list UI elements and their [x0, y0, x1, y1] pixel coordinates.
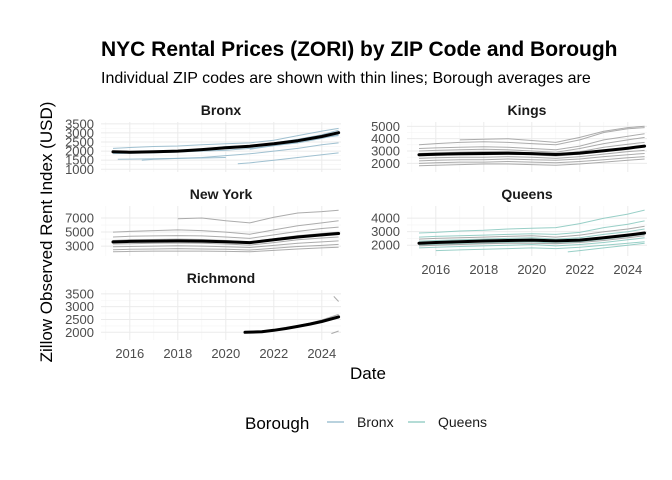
x-tick-label: 2022	[259, 346, 288, 361]
x-axis-title: Date	[350, 364, 386, 383]
zip-series-line	[418, 136, 645, 153]
panel-strip-label: Queens	[501, 186, 553, 202]
zip-series-line	[117, 157, 226, 160]
panel-strip-label: Bronx	[201, 102, 242, 118]
x-tick-label: 2024	[613, 262, 642, 277]
zip-series-line	[331, 330, 339, 335]
panel-strip-label: New York	[190, 186, 253, 202]
y-tick-label: 4000	[371, 131, 400, 146]
x-tick-label: 2020	[211, 346, 240, 361]
y-axis-title: Zillow Observed Rent Index (USD)	[37, 102, 56, 363]
y-tick-label: 2000	[65, 144, 94, 159]
x-tick-label: 2016	[421, 262, 450, 277]
y-tick-label: 3000	[371, 144, 400, 159]
zip-series-line	[418, 149, 645, 159]
y-tick-label: 2000	[371, 156, 400, 171]
zip-series-line	[112, 226, 339, 239]
x-tick-label: 2022	[565, 262, 594, 277]
y-tick-label: 7000	[65, 210, 94, 225]
zip-series-line	[112, 246, 339, 253]
y-tick-label: 2000	[371, 238, 400, 253]
borough-average-line	[417, 231, 647, 245]
zip-series-line	[418, 127, 645, 146]
legend-label-bronx: Bronx	[357, 414, 394, 430]
zip-series-line	[237, 152, 339, 165]
x-tick-label: 2020	[517, 262, 546, 277]
chart-title: NYC Rental Prices (ZORI) by ZIP Code and…	[101, 38, 618, 61]
y-tick-label: 4000	[371, 211, 400, 226]
y-tick-label: 5000	[65, 225, 94, 240]
zip-series-line	[418, 133, 645, 151]
panel-strip-label: Richmond	[187, 270, 255, 286]
zip-series-line	[112, 220, 339, 235]
y-tick-label: 3000	[65, 125, 94, 140]
y-tick-label: 3000	[65, 239, 94, 254]
y-tick-label: 2500	[65, 135, 94, 150]
x-tick-label: 2018	[469, 262, 498, 277]
legend-title: Borough	[245, 414, 309, 433]
zip-series-line	[418, 228, 645, 242]
y-tick-label: 3000	[371, 224, 400, 239]
zip-series-line	[418, 225, 645, 240]
borough-average-line	[111, 232, 341, 245]
y-tick-label: 1500	[65, 153, 94, 168]
borough-average-line	[417, 144, 647, 157]
panel-strip-label: Kings	[508, 102, 547, 118]
y-tick-label: 3000	[65, 299, 94, 314]
zip-series-line	[177, 209, 339, 224]
zip-series-line	[112, 236, 339, 246]
zip-series-line	[418, 153, 645, 162]
borough-average-line	[243, 315, 341, 334]
borough-average-line	[111, 131, 341, 154]
y-tick-label: 1000	[65, 162, 94, 177]
chart-subtitle: Individual ZIP codes are shown with thin…	[101, 70, 591, 87]
x-tick-label: 2018	[163, 346, 192, 361]
zip-series-line	[459, 125, 645, 143]
zip-series-line	[112, 240, 339, 249]
zip-series-line	[333, 296, 339, 302]
y-tick-label: 3500	[65, 286, 94, 301]
zip-series-line	[244, 313, 339, 333]
y-tick-label: 3500	[65, 116, 94, 131]
zip-series-line	[112, 243, 339, 251]
legend: Borough Bronx Queens	[245, 414, 487, 433]
zip-series-line	[112, 127, 339, 149]
zip-series-line	[418, 209, 645, 234]
x-tick-label: 2016	[115, 346, 144, 361]
x-tick-label: 2024	[307, 346, 336, 361]
zip-series-line	[418, 158, 645, 167]
y-tick-label: 5000	[371, 119, 400, 134]
y-tick-label: 2000	[65, 325, 94, 340]
legend-label-queens: Queens	[438, 414, 487, 430]
zip-series-line	[418, 235, 645, 247]
y-tick-label: 2500	[65, 312, 94, 327]
zip-series-line	[567, 242, 645, 253]
zip-series-line	[435, 241, 645, 252]
zip-series-line	[418, 220, 645, 238]
zip-series-line	[418, 156, 645, 164]
zip-series-line	[418, 237, 645, 249]
